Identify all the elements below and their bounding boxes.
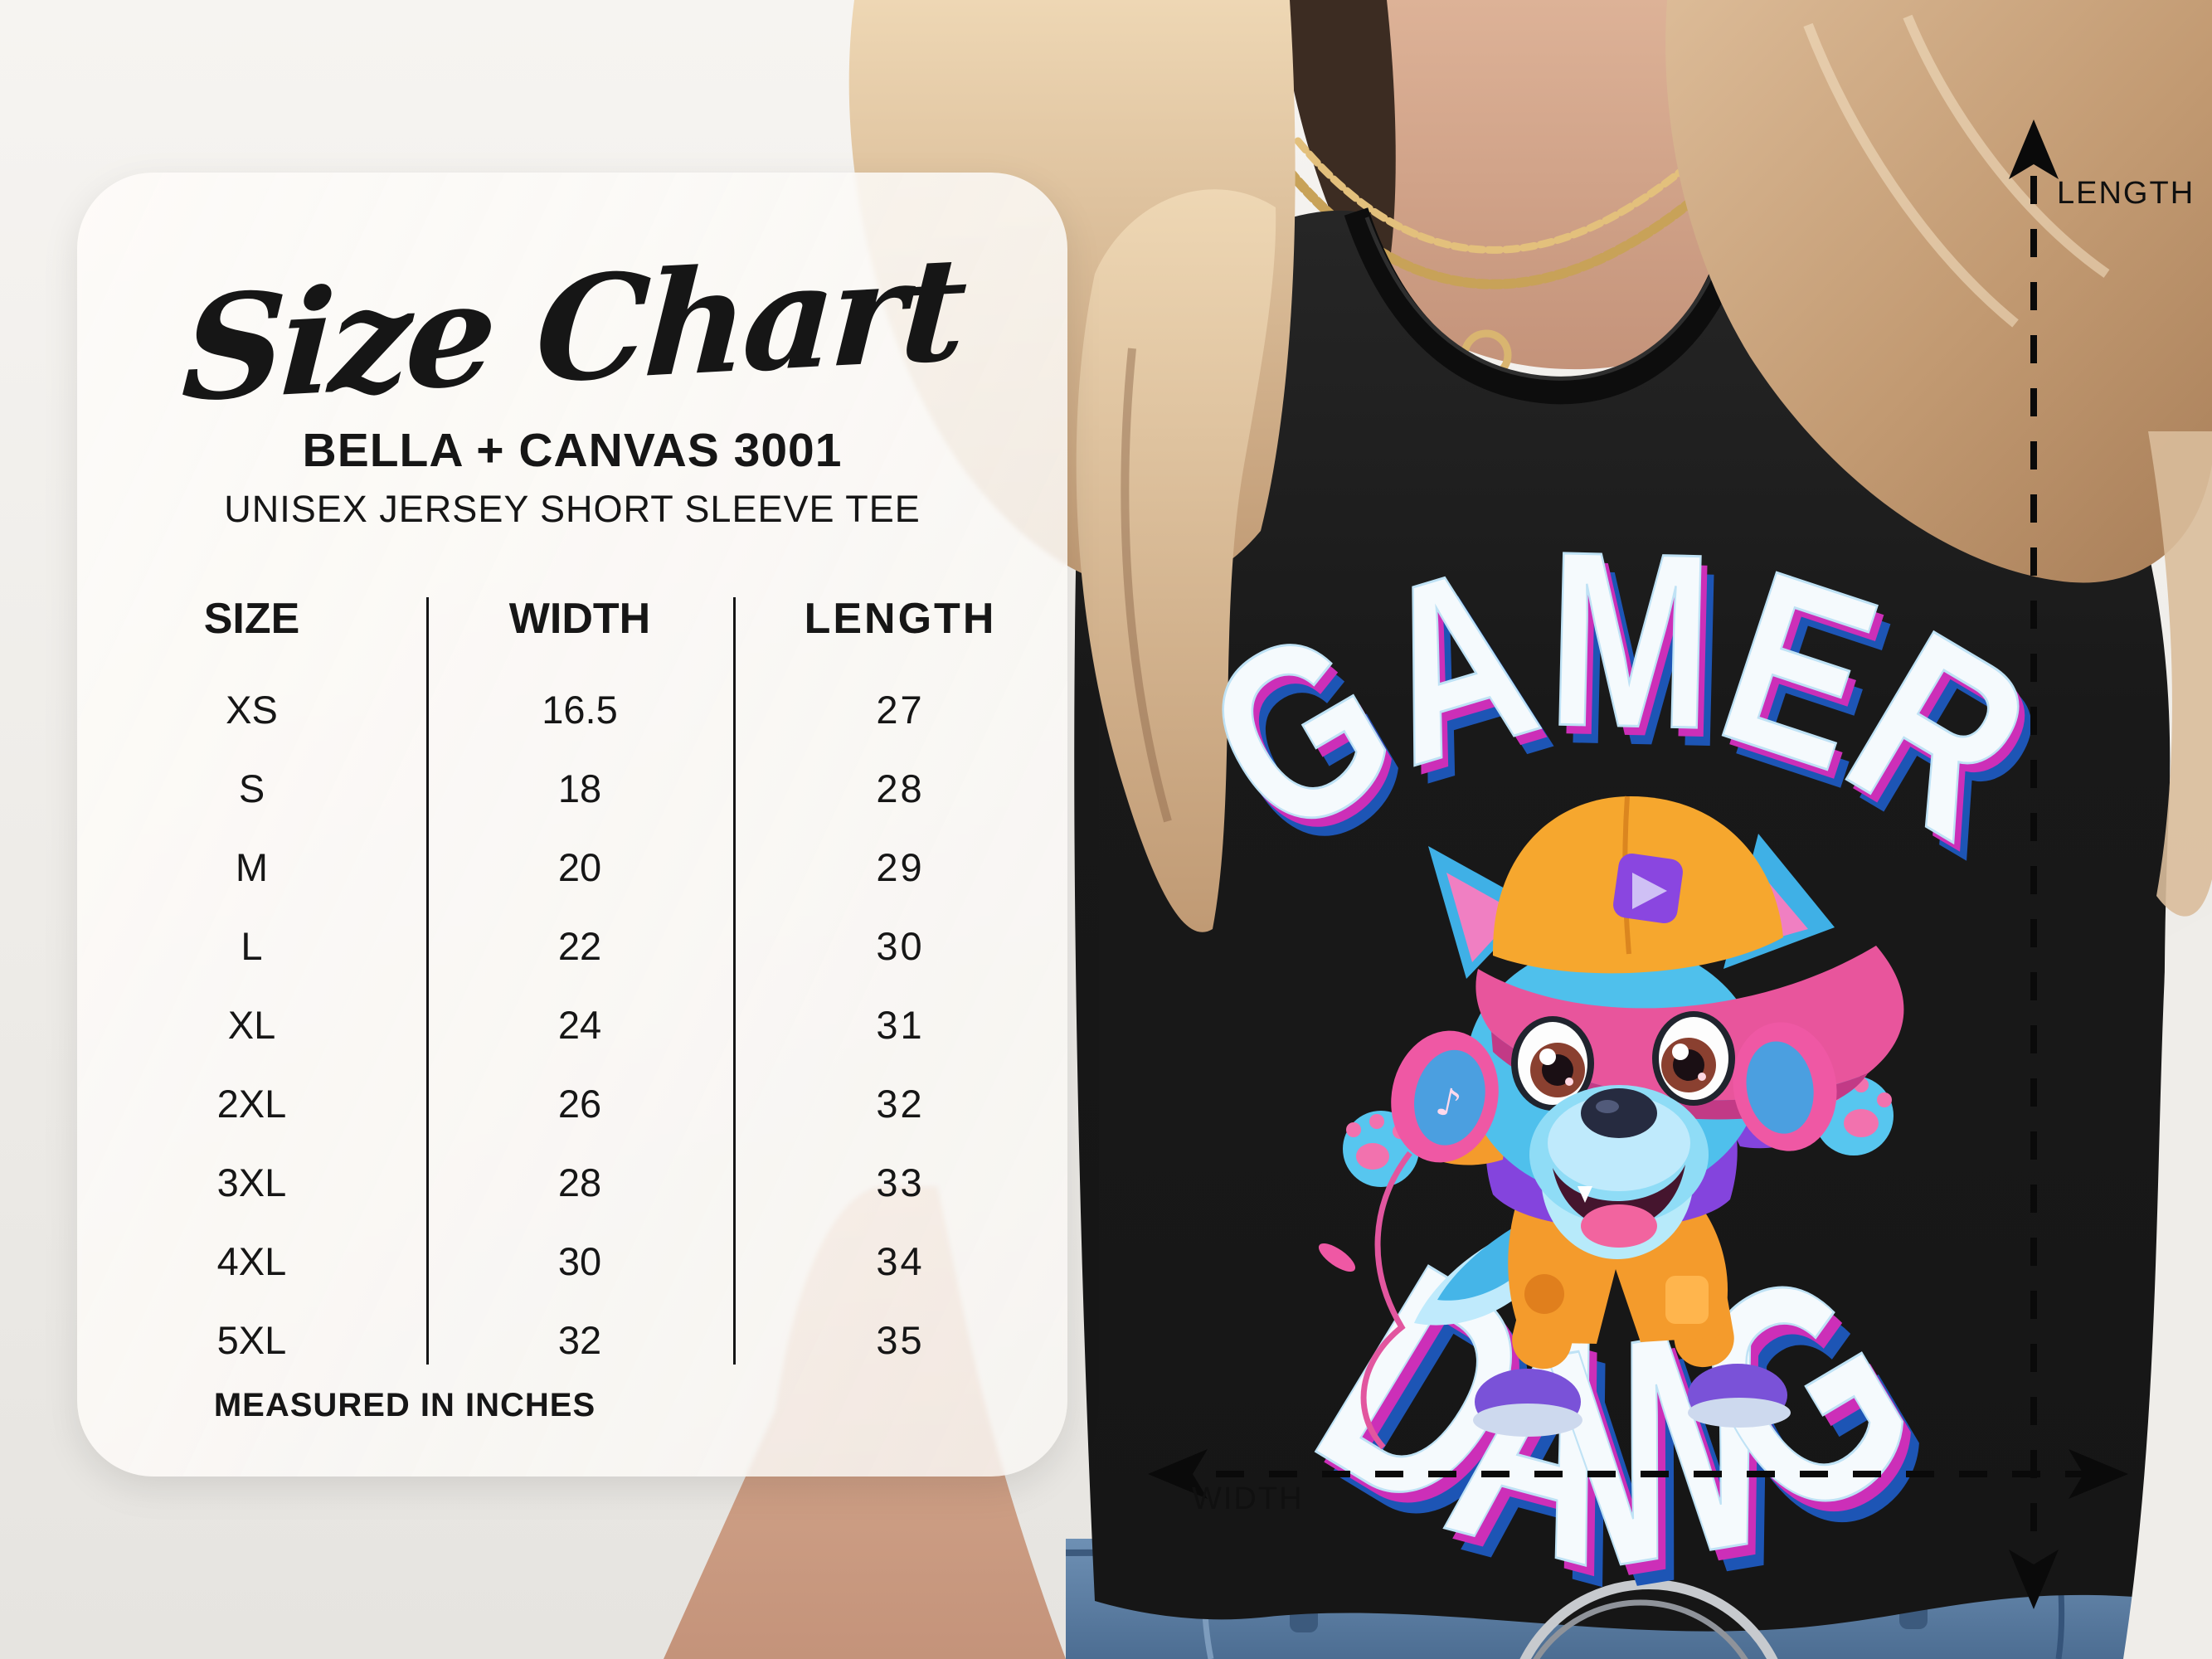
column-divider xyxy=(733,597,736,1365)
arrow-down-icon xyxy=(2009,1550,2059,1609)
arrow-up-icon xyxy=(2009,119,2059,179)
header-width: WIDTH xyxy=(508,594,651,643)
table-row: XL 24 31 xyxy=(227,1003,925,1047)
table-row: M 20 29 xyxy=(235,845,925,889)
hair-highlight xyxy=(1803,14,2110,328)
product-name: UNISEX JERSEY SHORT SLEEVE TEE xyxy=(224,488,921,530)
table-row: XS 16.5 27 xyxy=(226,688,925,732)
table-row: 5XL 32 35 xyxy=(216,1318,925,1362)
wall-sliver-right xyxy=(2123,912,2212,1659)
table-row: S 18 28 xyxy=(238,766,925,810)
column-divider xyxy=(426,597,429,1365)
table-header-row: SIZE WIDTH LENGTH xyxy=(77,579,1067,658)
arrow-right-icon xyxy=(2069,1449,2128,1499)
collar-stitch xyxy=(1364,216,1733,381)
header-size: SIZE xyxy=(203,594,300,643)
brand-name: BELLA + CANVAS 3001 xyxy=(302,424,843,477)
keyring xyxy=(1519,1579,1778,1659)
table-row: 3XL 28 33 xyxy=(216,1160,925,1204)
length-measure-label: LENGTH xyxy=(2057,176,2195,211)
units-footnote: MEASURED IN INCHES xyxy=(213,1387,596,1423)
size-chart-panel: Size Chart BELLA + CANVAS 3001 UNISEX JE… xyxy=(77,173,1067,1477)
width-measure-label: WIDTH xyxy=(1192,1481,1304,1516)
hair-right-strand xyxy=(2148,431,2212,917)
hair-front-strand xyxy=(1076,189,1276,932)
table-row: 2XL 26 32 xyxy=(216,1082,925,1126)
size-table: XS 16.5 27 S 18 28 M 20 29 L 22 30 XL 24… xyxy=(77,670,1067,1379)
header-length: LENGTH xyxy=(804,594,997,643)
tshirt-collar xyxy=(1344,207,1753,405)
table-row: L 22 30 xyxy=(241,924,925,968)
gamer-dawg-character: ♪ xyxy=(1318,795,1904,1450)
hair-shadow-strand xyxy=(1121,348,1172,823)
arrow-left-icon xyxy=(1148,1449,1208,1499)
hair-right xyxy=(1665,0,2212,583)
design-bottom-text: DAWG DAWG DAWG xyxy=(1267,1198,1983,1659)
table-row: 4XL 30 34 xyxy=(216,1239,925,1283)
